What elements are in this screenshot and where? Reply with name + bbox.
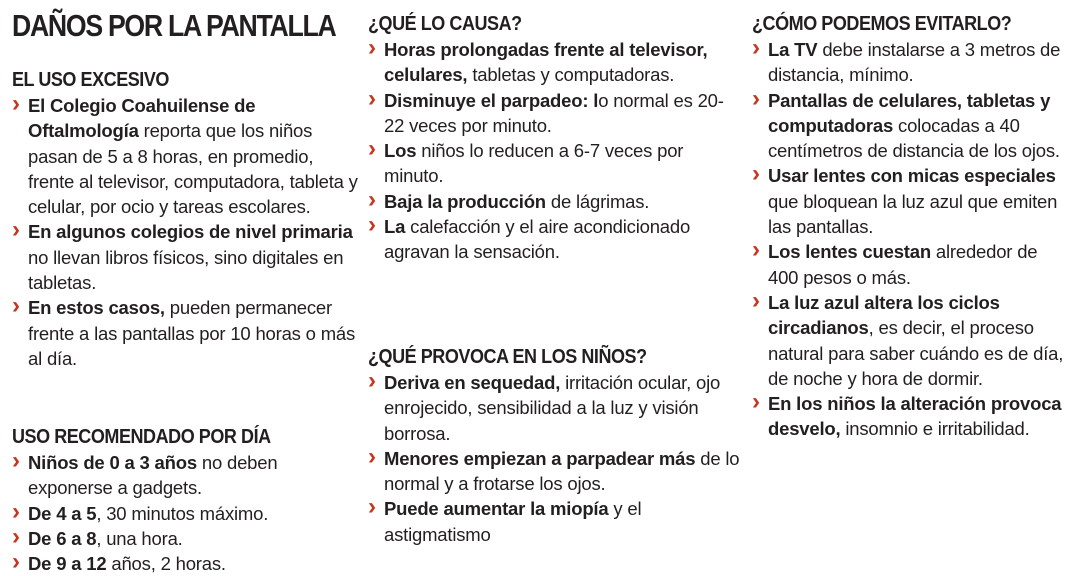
bold-text: Los lentes cuestan (768, 241, 931, 263)
body-text: de lágrimas. (545, 190, 650, 212)
bold-text: La TV (768, 39, 818, 60)
body-text: tabletas y computadoras. (467, 64, 675, 86)
bullet-item: La TV debe instalarse a 3 metros de dist… (752, 35, 1070, 88)
section: ¿CÓMO PODEMOS EVITARLO?La TV debe instal… (752, 12, 1070, 442)
bold-text: En algunos colegios de nivel primaria (28, 221, 353, 243)
bullet-item: En algunos colegios de nivel primaria no… (12, 217, 362, 295)
body-text: colocadas a 40 centímetros de distancia … (768, 114, 1060, 162)
bold-text: Menores empiezan a parpadear más (384, 447, 696, 469)
bullet-item: Menores empiezan a parpadear más de lo n… (368, 444, 740, 497)
bullet-item: De 9 a 12 años, 2 horas. (12, 549, 362, 576)
bold-text: Horas prolongadas frente al televisor, c… (384, 39, 708, 86)
section-heading: USO RECOMENDADO POR DÍA (12, 426, 271, 448)
body-text: no llevan libros físicos, sino digitales… (28, 246, 344, 294)
bold-text: La luz azul altera los ciclos circadiano… (768, 291, 1000, 339)
column: ¿CÓMO PODEMOS EVITARLO?La TV debe instal… (752, 0, 1070, 574)
bullet-item: Los niños lo reducen a 6-7 veces por min… (368, 136, 740, 189)
bullet-item: El Colegio Coahuilense de Oftalmología r… (12, 91, 362, 219)
bullet-item: Disminuye el parpadeo: lo normal es 20-2… (368, 86, 740, 139)
body-text: no deben exponerse a gadgets. (28, 452, 278, 499)
bullet-item: Pantallas de celulares, tabletas y compu… (752, 86, 1070, 164)
bullet-item: Usar lentes con micas especiales que blo… (752, 161, 1070, 239)
section-heading: EL USO EXCESIVO (12, 69, 169, 91)
bold-text: La (384, 216, 406, 238)
bold-text: De 6 a 8 (28, 527, 97, 549)
bullet-item: La luz azul altera los ciclos circadiano… (752, 288, 1070, 391)
section-heading: ¿CÓMO PODEMOS EVITARLO? (752, 13, 1012, 35)
bullet-item: Niños de 0 a 3 años no deben exponerse a… (12, 448, 362, 501)
bullet-item: La calefacción y el aire acondicionado a… (368, 212, 740, 265)
title: DAÑOS POR LA PANTALLA (12, 8, 337, 43)
section-heading: ¿QUÉ LO CAUSA? (368, 13, 522, 35)
body-text: de lo normal y a frotarse los ojos. (384, 447, 740, 495)
section-heading: ¿QUÉ PROVOCA EN LOS NIÑOS? (368, 346, 647, 368)
body-text: debe instalarse a 3 metros de distancia,… (768, 39, 1061, 86)
bold-text: Usar lentes con micas especiales (768, 165, 1056, 187)
bullet-item: Puede aumentar la miopía y el astigmatis… (368, 495, 740, 547)
bold-text: Niños de 0 a 3 años (28, 452, 197, 473)
bullet-item: Horas prolongadas frente al televisor, c… (368, 35, 740, 88)
bold-text: El Colegio Coahuilense de Oftalmología (28, 95, 256, 142)
body-text: pueden permanecer frente a las pantallas… (28, 297, 356, 369)
body-text: años, 2 horas. (106, 553, 226, 575)
body-text: irritación ocular, ojo enrojecido, sensi… (384, 372, 721, 444)
section: USO RECOMENDADO POR DÍANiños de 0 a 3 añ… (12, 425, 362, 576)
bold-text: Los (384, 140, 417, 162)
body-text: insomnio e irritabilidad. (840, 418, 1030, 440)
bold-text: En estos casos, (28, 297, 165, 319)
body-text: calefacción y el aire acondicionado agra… (384, 216, 691, 263)
section: EL USO EXCESIVOEl Colegio Coahuilense de… (12, 68, 362, 371)
bullet-item: Deriva en sequedad, irritación ocular, o… (368, 368, 740, 446)
body-text: o normal es 20-22 veces por minuto. (384, 89, 724, 136)
bold-text: De 4 a 5 (28, 502, 97, 524)
bold-text: Disminuye el parpadeo: l (384, 89, 599, 111)
body-text: reporta que los niños pasan de 5 a 8 hor… (28, 120, 358, 218)
column: ¿QUÉ LO CAUSA? Horas prolongadas frente a… (368, 0, 740, 574)
bullet-item: De 6 a 8, una hora. (12, 524, 362, 551)
body-text: alrededor de 400 pesos o más. (768, 241, 1038, 288)
body-text: , 30 minutos máximo. (96, 502, 269, 524)
body-text: , una hora. (96, 527, 183, 549)
body-text: , es decir, el proceso natural para sabe… (768, 317, 1064, 389)
column: EL USO EXCESIVOEl Colegio Coahuilense de… (12, 0, 362, 576)
body-text: niños lo reducen a 6-7 veces por minuto. (384, 140, 684, 187)
bullet-item: En estos casos, pueden permanecer frente… (12, 293, 362, 371)
bullet-item: Los lentes cuestan alrededor de 400 peso… (752, 237, 1070, 290)
bold-text: En los niños la alteración provoca desve… (768, 393, 1062, 440)
bullet-item: En los niños la alteración provoca desve… (752, 389, 1070, 442)
bullet-item: Baja la producción de lágrimas. (368, 187, 740, 214)
bold-text: Pantallas de celulares, tabletas y compu… (768, 89, 1051, 136)
body-text: que bloquean la luz azul que emiten las … (768, 190, 1058, 238)
bold-text: Deriva en sequedad, (384, 372, 561, 393)
section: ¿QUÉ PROVOCA EN LOS NIÑOS?Deriva en sequ… (368, 345, 740, 547)
bullet-item: De 4 a 5, 30 minutos máximo. (12, 499, 362, 526)
body-text: y el astigmatismo (384, 498, 642, 545)
bold-text: De 9 a 12 (28, 553, 107, 575)
section: ¿QUÉ LO CAUSA? Horas prolongadas frente a… (368, 12, 740, 265)
bold-text: Baja la producción (384, 190, 546, 212)
bold-text: Puede aumentar la miopía (384, 498, 609, 520)
